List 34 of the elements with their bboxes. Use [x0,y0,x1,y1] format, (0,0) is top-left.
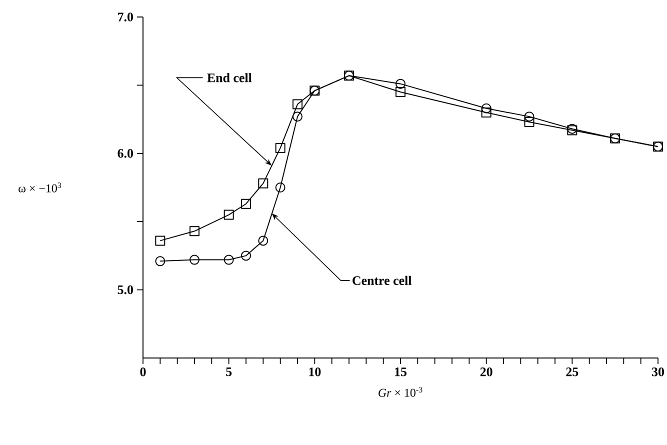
point [241,198,251,209]
annotation: Centre cell [352,276,412,285]
x-tick-label: 15 [395,368,407,376]
point [524,117,534,128]
point [190,226,200,236]
point [241,250,251,261]
x-tick-label: 0 [140,368,146,376]
point [224,210,234,220]
point [396,87,406,98]
point [524,112,534,122]
x-axis-title: Gr × 10$^{-3}$ [378,387,422,397]
y-axis-title: ω × −10$^{3}$ [18,182,62,192]
point [275,182,286,192]
point [258,178,268,188]
y-tick-label: 6.0 [118,149,133,158]
point [155,236,166,246]
point [481,103,492,114]
point [481,107,492,118]
point [275,142,286,153]
point [292,112,302,122]
y-tick-label: 5.0 [118,285,133,294]
x-tick-label: 5 [226,368,232,376]
y-tick-label: 7.0 [118,12,133,22]
x-tick-label: 25 [566,368,578,376]
point [258,236,268,246]
x-tick-label: 10 [309,368,321,376]
point [224,254,234,265]
x-tick-label: 20 [480,368,492,376]
annotation: End cell [207,73,252,82]
point [155,256,166,266]
x-tick-label: 30 [652,368,664,376]
point [190,254,200,265]
point [292,99,302,110]
point [396,78,406,89]
